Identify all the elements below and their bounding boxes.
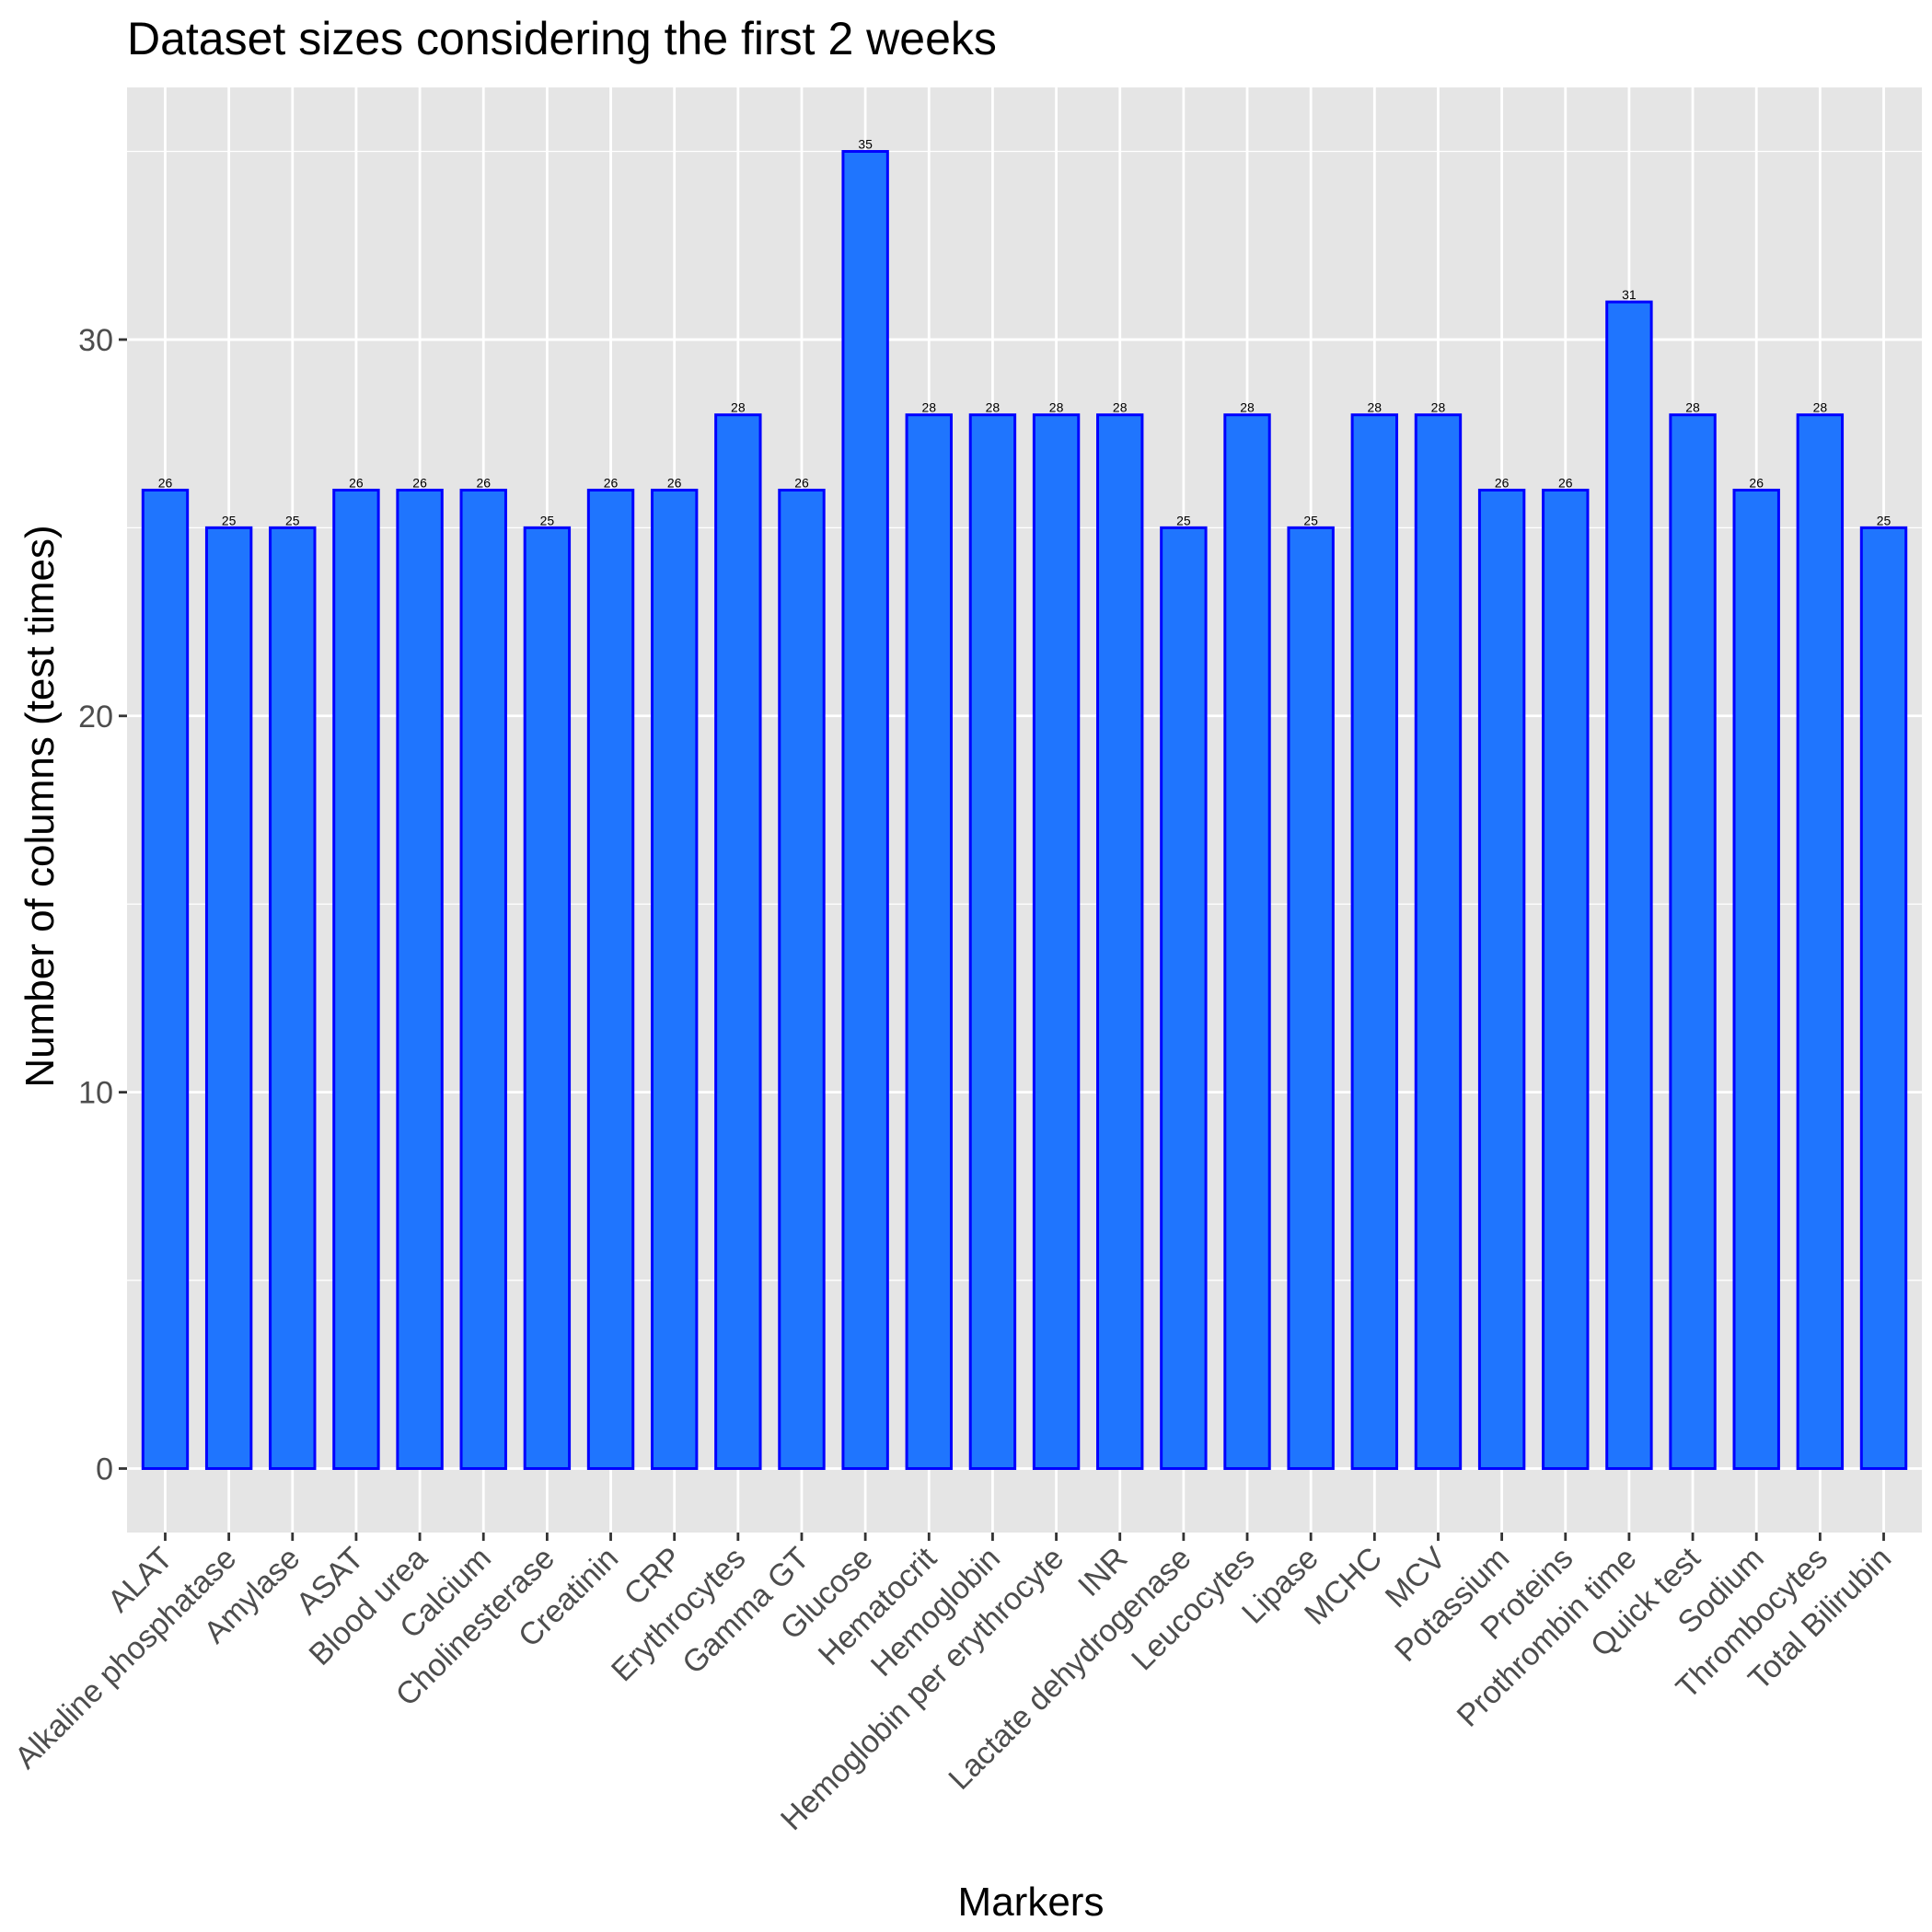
bar-value-label: 26 xyxy=(349,475,364,490)
bar xyxy=(141,488,190,1470)
bar-value-label: 28 xyxy=(1431,400,1446,415)
bar-value-label: 26 xyxy=(794,475,809,490)
bar xyxy=(1032,413,1081,1470)
bar xyxy=(650,488,699,1470)
bar-value-label: 28 xyxy=(1685,400,1700,415)
y-axis-title: Number of columns (test times) xyxy=(17,525,63,1087)
bar-value-label: 28 xyxy=(731,400,746,415)
bar xyxy=(841,150,889,1470)
bar-value-label: 35 xyxy=(858,137,873,152)
bar xyxy=(714,413,762,1470)
bar xyxy=(1096,413,1144,1470)
bar xyxy=(1605,300,1653,1470)
bar-value-label: 28 xyxy=(986,400,1001,415)
bar-value-label: 26 xyxy=(1749,475,1764,490)
bar-value-label: 26 xyxy=(476,475,491,490)
bar xyxy=(968,413,1017,1470)
bar xyxy=(459,488,507,1470)
bar xyxy=(332,488,380,1470)
bar xyxy=(1669,413,1717,1470)
bar-value-label: 28 xyxy=(1813,400,1828,415)
bar xyxy=(1414,413,1463,1470)
bar-value-label: 31 xyxy=(1622,287,1637,302)
bar xyxy=(586,488,635,1470)
y-tick-label: 10 xyxy=(78,1076,113,1111)
bar xyxy=(523,526,572,1470)
bar-value-label: 25 xyxy=(1877,513,1892,527)
bar-value-label: 28 xyxy=(1368,400,1382,415)
bar xyxy=(1350,413,1399,1470)
bar xyxy=(396,488,444,1470)
bar xyxy=(778,488,826,1470)
bar xyxy=(1287,526,1335,1470)
bar xyxy=(269,526,317,1470)
bar-value-label: 26 xyxy=(1558,475,1573,490)
y-tick-label: 30 xyxy=(78,323,113,358)
bars xyxy=(141,150,1908,1470)
bar-value-label: 26 xyxy=(412,475,427,490)
bar-value-label: 25 xyxy=(222,513,237,527)
bar-value-label: 28 xyxy=(1049,400,1064,415)
x-axis-title: Markers xyxy=(958,1880,1105,1925)
bar xyxy=(1477,488,1526,1470)
bar xyxy=(1223,413,1271,1470)
bar-value-label: 25 xyxy=(285,513,300,527)
bar-value-label: 26 xyxy=(667,475,682,490)
bar xyxy=(1859,526,1908,1470)
bar-value-label: 25 xyxy=(1303,513,1318,527)
bar xyxy=(204,526,253,1470)
bar-value-label: 28 xyxy=(1240,400,1255,415)
bar-value-label: 28 xyxy=(921,400,936,415)
bar-value-label: 26 xyxy=(1495,475,1510,490)
bar xyxy=(1542,488,1590,1470)
bar xyxy=(905,413,953,1470)
chart-title: Dataset sizes considering the first 2 we… xyxy=(127,13,997,64)
bar-value-label: 28 xyxy=(1113,400,1128,415)
y-axis: 0 10 20 30 xyxy=(78,323,127,1487)
bar xyxy=(1160,526,1208,1470)
bar xyxy=(1732,488,1780,1470)
bar-value-label: 25 xyxy=(540,513,555,527)
bar xyxy=(1796,413,1845,1470)
bar-value-label: 26 xyxy=(158,475,173,490)
y-tick-label: 20 xyxy=(78,700,113,735)
bar-value-label: 26 xyxy=(604,475,619,490)
y-tick-label: 0 xyxy=(96,1452,113,1487)
data-labels: 26 25 25 26 26 26 25 26 26 28 26 35 28 28 28 28 25 28 25 28… xyxy=(158,137,1892,528)
bar-value-label: 25 xyxy=(1176,513,1191,527)
